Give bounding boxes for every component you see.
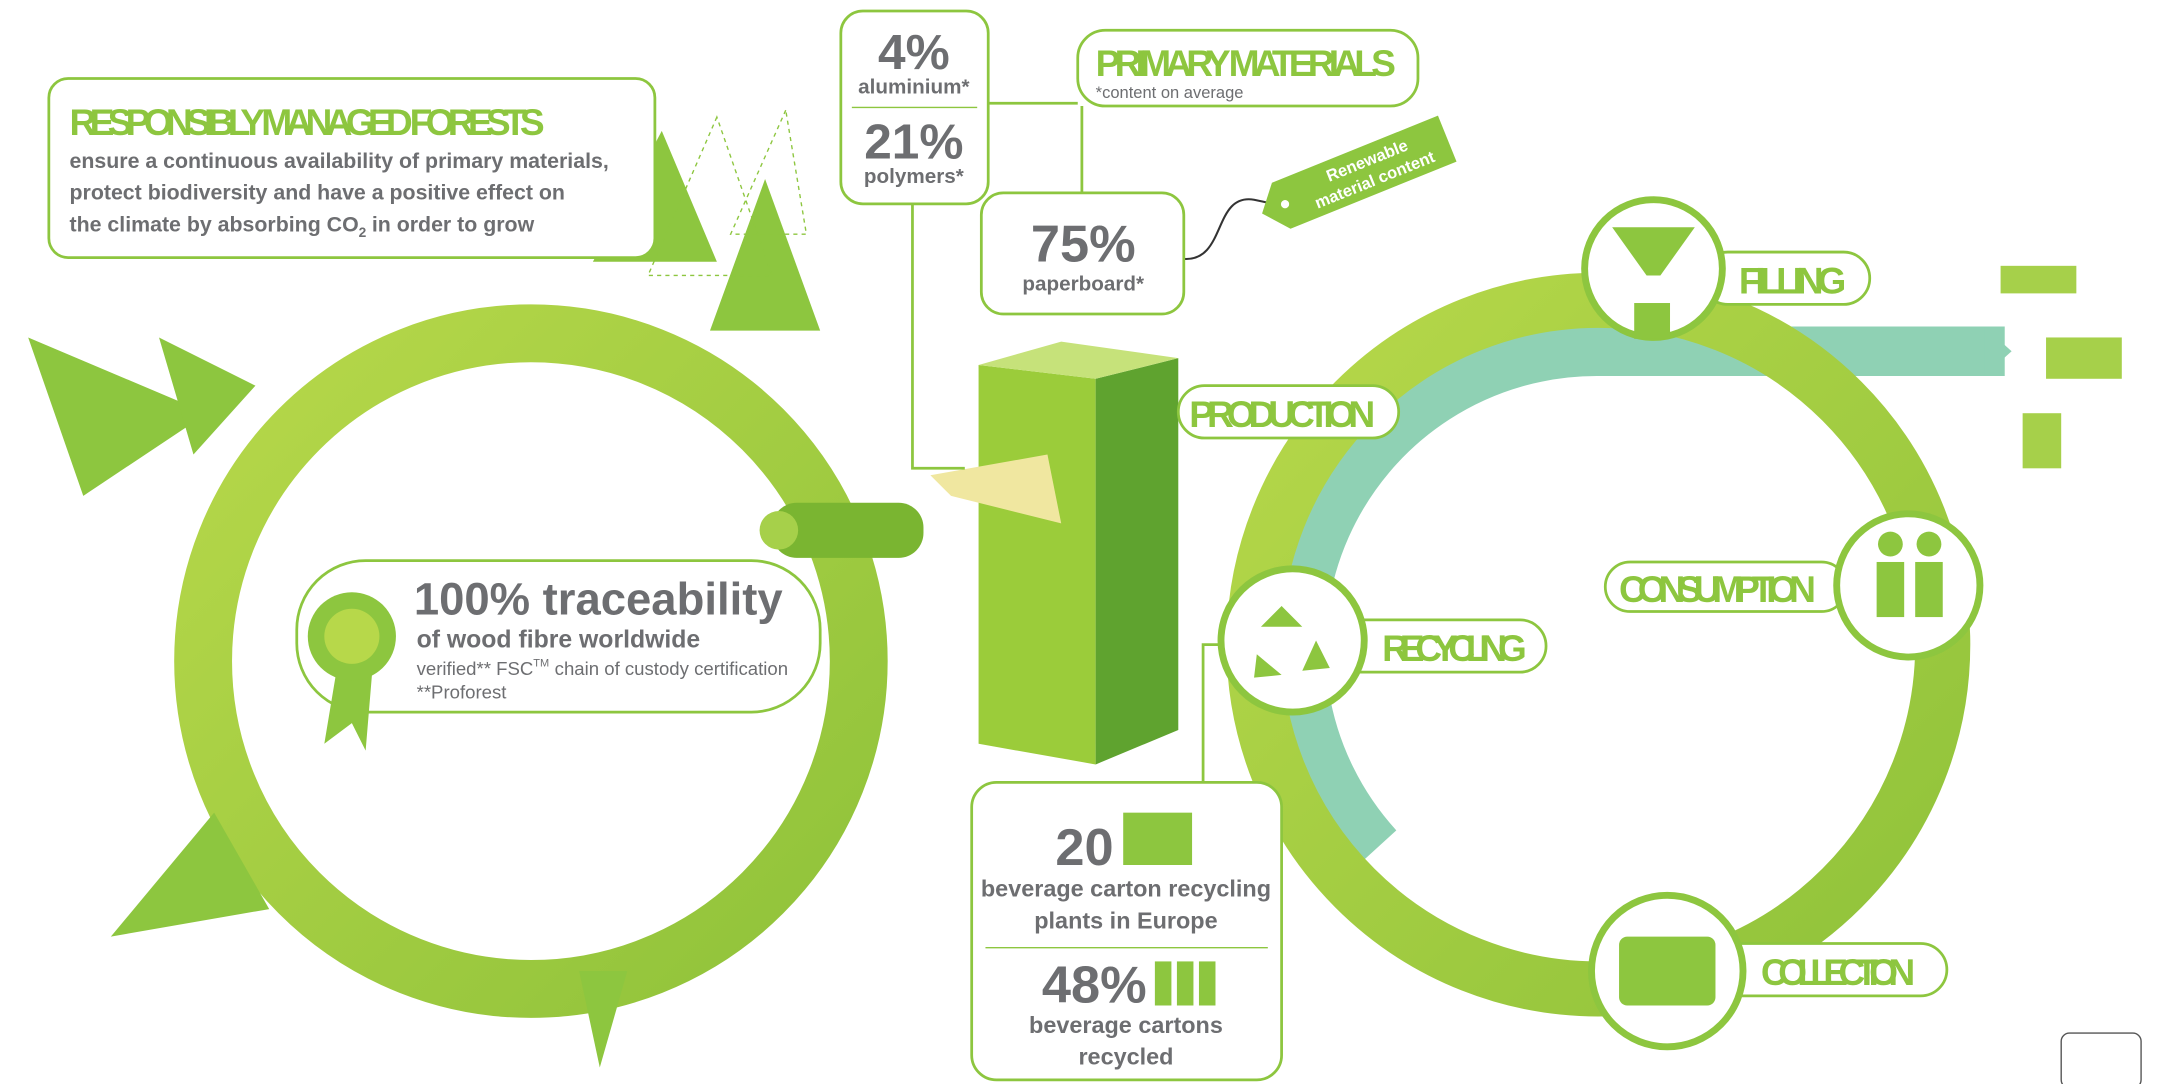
forests-text: protect biodiversity and have a positive… (70, 181, 565, 205)
stage-label: CONSUMPTION (1619, 568, 1816, 610)
materials-note: *content on average (1096, 83, 1244, 102)
primary-materials-title: PRIMARY MATERIALS (1096, 42, 1396, 84)
aluminium-value: 4% (878, 24, 950, 80)
superscript: TM (533, 658, 549, 670)
traceability-note: verified** FSCTM chain of custody certifi… (417, 658, 788, 679)
text: in order to grow (372, 212, 535, 236)
polymers-value: 21% (864, 113, 963, 169)
rate-text: recycled (1078, 1044, 1173, 1070)
traceability-headline: 100% traceability (414, 573, 783, 624)
stage-label: FILLING (1739, 259, 1846, 301)
stage-label: PRODUCTION (1189, 393, 1375, 435)
logo (2061, 1033, 2141, 1084)
aluminium-label: aluminium* (858, 76, 970, 99)
product-icons (2001, 266, 2122, 468)
traceability-source: **Proforest (417, 681, 508, 702)
connector (912, 204, 964, 468)
renewable-tag: Renewable material content (1253, 116, 1457, 237)
cartons-icon (1155, 961, 1216, 1005)
rate-value: 48% (1042, 957, 1147, 1015)
stage-label: COLLECTION (1761, 951, 1915, 993)
plants-value: 20 (1055, 819, 1113, 877)
traceability-subline: of wood fibre worldwide (417, 626, 701, 653)
tag-shape (1253, 116, 1457, 237)
forests-text: ensure a continuous availability of prim… (70, 149, 609, 173)
polymers-label: polymers* (864, 165, 965, 188)
text: verified** FSC (417, 658, 534, 679)
text: the climate by absorbing CO (70, 212, 359, 236)
forests-title: RESPONSIBLY MANAGED FORESTS (70, 101, 545, 143)
factory-icon (1123, 813, 1192, 865)
connector (1203, 645, 1221, 783)
paperboard-value: 75% (1031, 216, 1136, 274)
infographic: RESPONSIBLY MANAGED FORESTS ensure a con… (0, 0, 2161, 1084)
plants-text: beverage carton recycling (981, 876, 1271, 902)
stage-label: RECYCLING (1382, 627, 1527, 669)
text: chain of custody certification (555, 658, 788, 679)
carton (930, 342, 1178, 765)
rate-text: beverage cartons (1029, 1012, 1223, 1038)
plants-text: plants in Europe (1034, 907, 1217, 933)
logs (760, 503, 924, 558)
subscript: 2 (359, 225, 367, 240)
forests-text: the climate by absorbing CO2 in order to … (70, 212, 535, 240)
paperboard-label: paperboard* (1022, 273, 1145, 296)
